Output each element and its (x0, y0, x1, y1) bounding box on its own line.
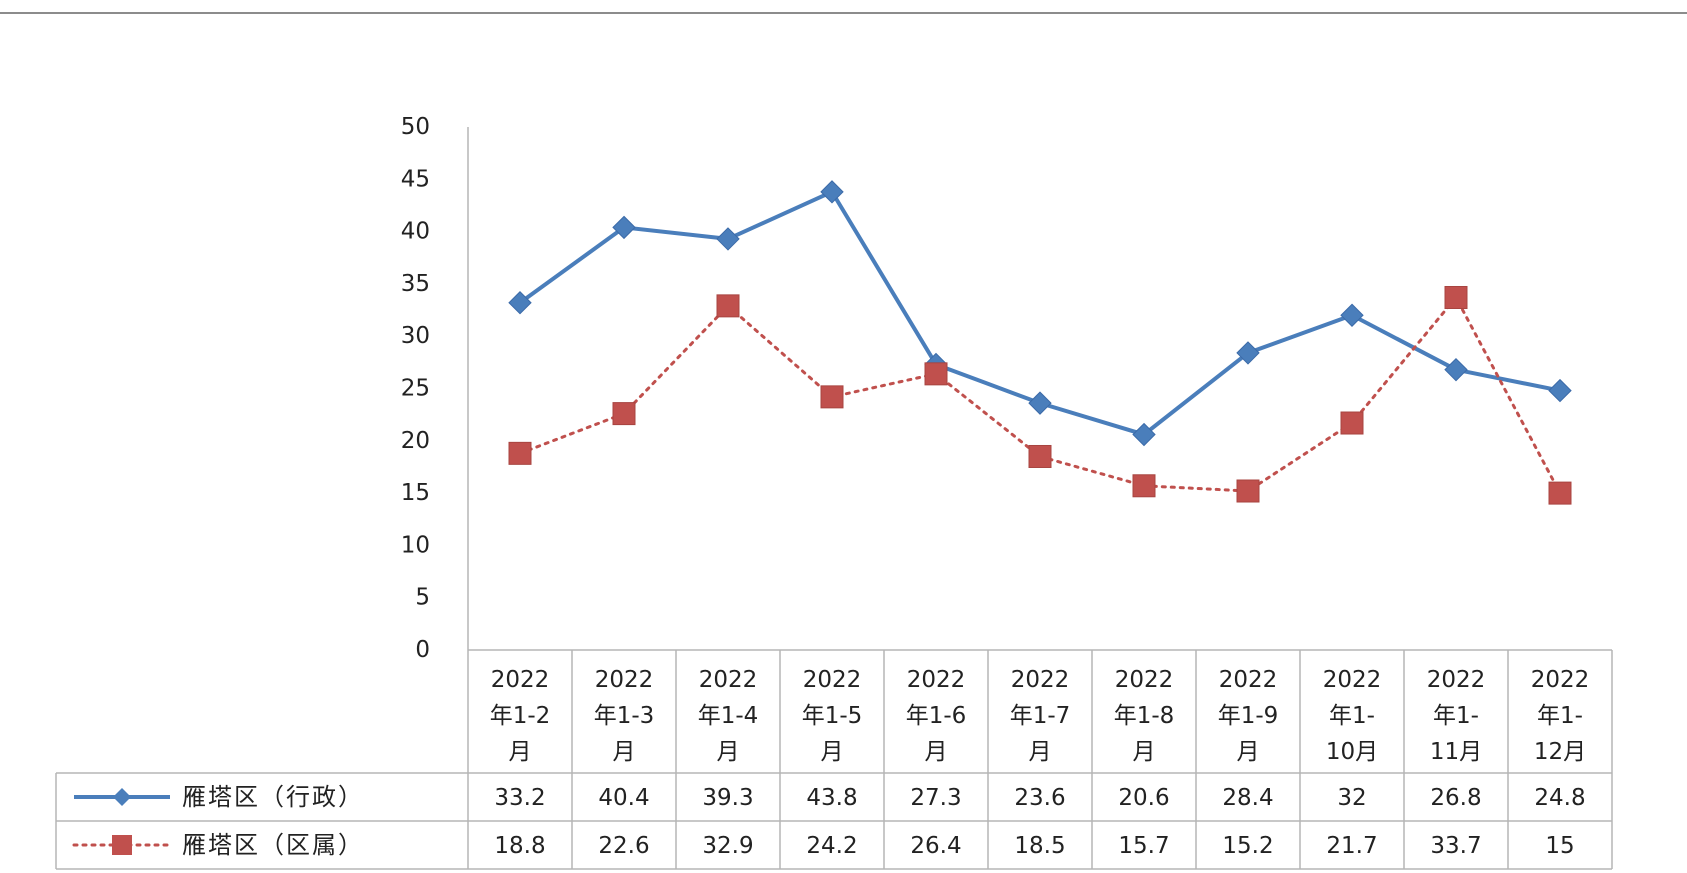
x-tick-label: 2022 (803, 667, 862, 693)
x-tick-label: 年1-6 (906, 703, 967, 729)
series-district-point (1548, 481, 1572, 505)
x-tick-label: 12月 (1534, 739, 1586, 765)
y-tick-label: 40 (401, 219, 430, 245)
x-tick-label: 10月 (1326, 739, 1378, 765)
series-admin-table-value: 39.3 (702, 785, 753, 811)
x-tick-label: 2022 (1323, 667, 1382, 693)
x-tick-label: 月 (1029, 739, 1052, 765)
x-tick-label: 月 (821, 739, 844, 765)
x-tick-label: 月 (1133, 739, 1156, 765)
y-tick-label: 0 (415, 637, 430, 663)
x-tick-label: 年1- (1537, 703, 1583, 729)
series-district-point (1236, 479, 1260, 503)
x-tick-label: 2022 (699, 667, 758, 693)
series-district-table-value: 15.2 (1222, 833, 1273, 859)
x-tick-label: 月 (717, 739, 740, 765)
x-tick-label: 2022 (1219, 667, 1278, 693)
series-district-point (924, 362, 948, 386)
y-tick-label: 15 (401, 480, 430, 506)
series-district-legend-marker (112, 835, 132, 855)
series-district-point (1028, 444, 1052, 468)
series-admin-table-value: 20.6 (1118, 785, 1169, 811)
x-tick-label: 月 (613, 739, 636, 765)
y-tick-label: 20 (401, 428, 430, 454)
series-district-table-value: 15 (1545, 833, 1574, 859)
series-admin-legend-label: 雁塔区（行政） (182, 783, 364, 811)
series-district-point (612, 402, 636, 426)
series-admin-table-value: 43.8 (806, 785, 857, 811)
series-district-point (1444, 285, 1468, 309)
y-tick-label: 45 (401, 166, 430, 192)
series-admin-point (820, 180, 844, 204)
x-tick-label: 2022 (1531, 667, 1590, 693)
series-district-table-value: 26.4 (910, 833, 961, 859)
x-tick-label: 年1-2 (490, 703, 551, 729)
series-admin-point (1340, 303, 1364, 327)
y-tick-label: 10 (401, 532, 430, 558)
series-district-point (820, 385, 844, 409)
series-admin-table-value: 32 (1337, 785, 1366, 811)
series-admin-table-value: 23.6 (1014, 785, 1065, 811)
x-tick-label: 11月 (1430, 739, 1482, 765)
series-admin-table-value: 33.2 (494, 785, 545, 811)
x-tick-label: 年1-7 (1010, 703, 1071, 729)
series-district-table-value: 15.7 (1118, 833, 1169, 859)
series-admin-table-value: 26.8 (1430, 785, 1481, 811)
series-admin-point (1236, 341, 1260, 365)
series-district-table-value: 32.9 (702, 833, 753, 859)
series-district-point (508, 441, 532, 465)
series-admin-point (716, 227, 740, 251)
x-tick-label: 2022 (1011, 667, 1070, 693)
series-district-point (716, 294, 740, 318)
series-admin-point (1548, 378, 1572, 403)
series-district-point (1340, 411, 1364, 435)
x-tick-label: 年1-4 (698, 703, 759, 729)
series-admin-table-value: 28.4 (1222, 785, 1273, 811)
series-admin-table-value: 27.3 (910, 785, 961, 811)
series-admin-legend-marker (113, 788, 131, 806)
series-district-table-value: 18.5 (1014, 833, 1065, 859)
series-district-table-value: 33.7 (1430, 833, 1481, 859)
x-tick-label: 月 (925, 739, 948, 765)
x-tick-label: 月 (509, 739, 532, 765)
series-admin-point (1132, 422, 1156, 447)
y-tick-label: 5 (415, 585, 430, 611)
x-tick-label: 2022 (907, 667, 966, 693)
x-tick-label: 月 (1237, 739, 1260, 765)
series-admin-point (1028, 391, 1052, 415)
line-chart: 0 5 10 15 20 25 30 35 40 45 50 2022 年1-2 月 2022 年1-3 月 20… (55, 114, 1613, 870)
series-admin-point (1444, 357, 1468, 382)
y-tick-label: 35 (401, 271, 430, 297)
series-district-table-value: 24.2 (806, 833, 857, 859)
y-tick-label: 50 (401, 114, 430, 140)
x-tick-label: 2022 (491, 667, 550, 693)
series-admin-point (508, 291, 532, 315)
series-admin-table-value: 40.4 (598, 785, 649, 811)
x-tick-label: 年1- (1433, 703, 1479, 729)
x-tick-label: 2022 (1427, 667, 1486, 693)
x-tick-label: 2022 (595, 667, 654, 693)
y-tick-label: 30 (401, 323, 430, 349)
x-tick-label: 年1-9 (1218, 703, 1279, 729)
series-district-legend-label: 雁塔区（区属） (182, 831, 364, 859)
series-district-table-value: 18.8 (494, 833, 545, 859)
x-tick-label: 年1-3 (594, 703, 655, 729)
series-district-table-value: 21.7 (1326, 833, 1377, 859)
series-admin-table-value: 24.8 (1534, 785, 1585, 811)
x-tick-label: 年1- (1329, 703, 1375, 729)
series-admin-point (612, 215, 636, 240)
chart-frame: 0 5 10 15 20 25 30 35 40 45 50 2022 年1-2 月 2022 年1-3 月 20… (0, 12, 1687, 871)
series-district-table-value: 22.6 (598, 833, 649, 859)
x-tick-label: 2022 (1115, 667, 1174, 693)
x-tick-label: 年1-5 (802, 703, 863, 729)
series-district-point (1132, 474, 1156, 498)
x-tick-label: 年1-8 (1114, 703, 1175, 729)
y-tick-label: 25 (401, 376, 430, 402)
